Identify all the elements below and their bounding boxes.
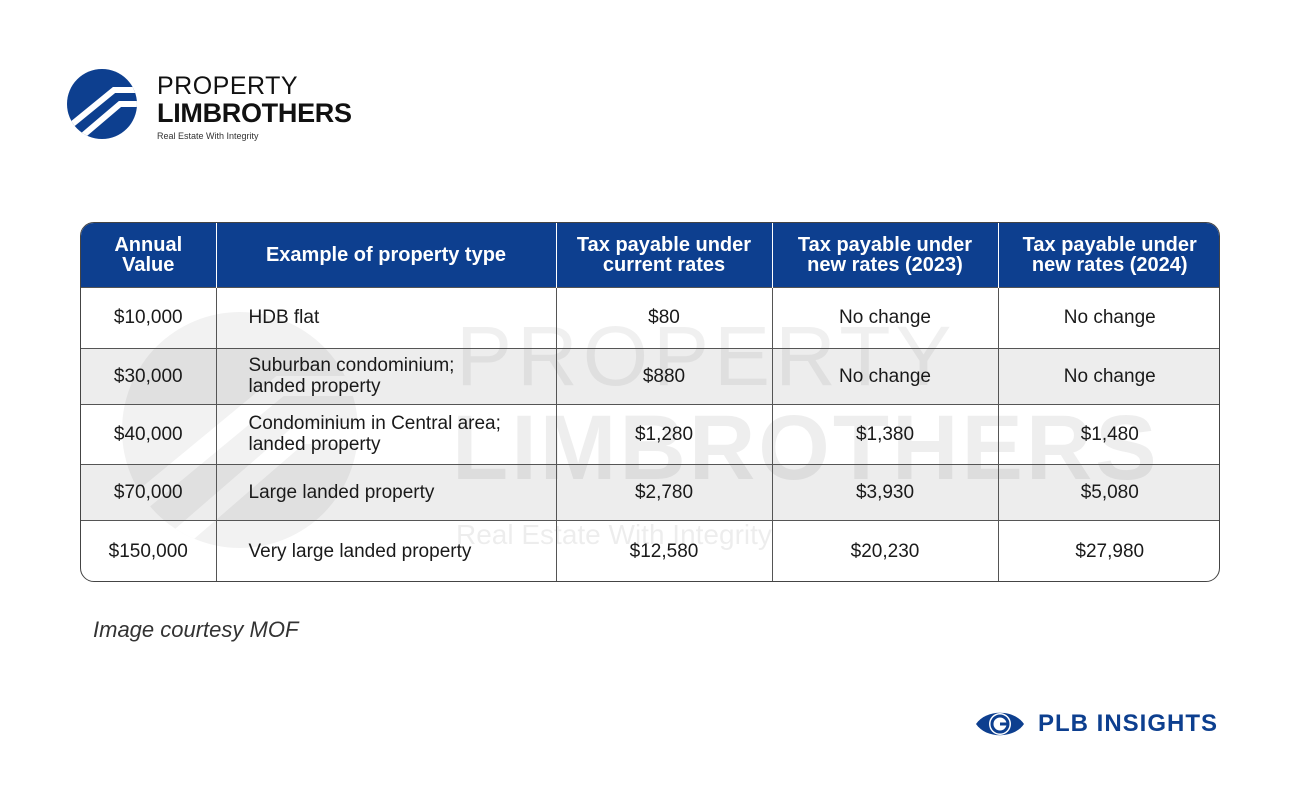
table-row: $70,000 Large landed property $2,780 $3,… (81, 464, 1219, 521)
brand-tagline: Real Estate With Integrity (157, 131, 259, 141)
image-credit-caption: Image courtesy MOF (93, 617, 299, 642)
plb-logo-icon (67, 69, 137, 139)
cell-tax-2023: $20,230 (772, 520, 999, 581)
header-new-rates-2024: Tax payable under new rates (2024) (998, 223, 1219, 287)
table-row: $30,000 Suburban condominium; landed pro… (81, 347, 1219, 405)
cell-annual-value: $30,000 (81, 347, 217, 405)
cell-tax-2023: No change (772, 347, 999, 405)
eye-icon (976, 712, 1024, 736)
cell-property-type: HDB flat (216, 286, 557, 349)
table-row: $40,000 Condominium in Central area; lan… (81, 403, 1219, 465)
table-header-row: Annual Value Example of property type Ta… (81, 223, 1219, 287)
cell-annual-value: $150,000 (81, 520, 217, 581)
plb-insights-label: PLB INSIGHTS (1038, 710, 1219, 737)
header-property-type: Example of property type (216, 223, 557, 287)
cell-current-tax: $880 (556, 347, 773, 405)
cell-tax-2023: $1,380 (772, 403, 999, 465)
cell-current-tax: $12,580 (556, 520, 773, 581)
brand-wordmark: PROPERTY LIMBROTHERS Real Estate With In… (157, 74, 352, 143)
cell-property-type: Condominium in Central area; landed prop… (216, 403, 557, 465)
header-new-rates-2023: Tax payable under new rates (2023) (772, 223, 999, 287)
cell-tax-2023: $3,930 (772, 464, 999, 521)
cell-property-type: Large landed property (216, 464, 557, 521)
cell-tax-2024: $27,980 (998, 520, 1219, 581)
cell-property-type: Very large landed property (216, 520, 557, 581)
cell-tax-2024: No change (998, 286, 1219, 349)
plb-insights-logo: PLB INSIGHTS (974, 706, 1218, 742)
cell-annual-value: $40,000 (81, 403, 217, 465)
brand-name-line2: LIMBROTHERS (157, 98, 352, 128)
cell-annual-value: $70,000 (81, 464, 217, 521)
brand-logo: PROPERTY LIMBROTHERS Real Estate With In… (66, 68, 386, 144)
cell-tax-2023: No change (772, 286, 999, 349)
table-row: $150,000 Very large landed property $12,… (81, 520, 1219, 581)
tax-table: Annual Value Example of property type Ta… (80, 222, 1220, 582)
cell-current-tax: $1,280 (556, 403, 773, 465)
cell-tax-2024: No change (998, 347, 1219, 405)
brand-name-line1: PROPERTY (157, 72, 299, 100)
cell-tax-2024: $5,080 (998, 464, 1219, 521)
cell-current-tax: $2,780 (556, 464, 773, 521)
cell-tax-2024: $1,480 (998, 403, 1219, 465)
cell-property-type: Suburban condominium; landed property (216, 347, 557, 405)
header-current-rates: Tax payable under current rates (556, 223, 773, 287)
header-annual-value: Annual Value (81, 223, 217, 287)
cell-current-tax: $80 (556, 286, 773, 349)
table-row: $10,000 HDB flat $80 No change No change (81, 286, 1219, 349)
cell-annual-value: $10,000 (81, 286, 217, 349)
